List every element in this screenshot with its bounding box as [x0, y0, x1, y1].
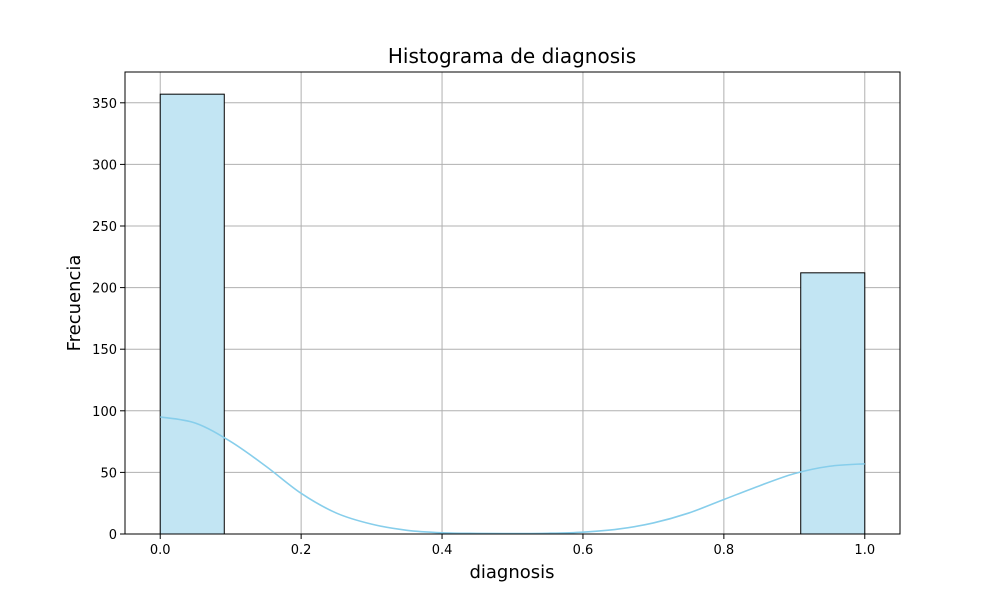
x-tick-label: 1.0 [854, 543, 875, 558]
y-tick-label: 50 [100, 466, 117, 481]
y-axis-ticks: 0 50 100 150 200 250 300 350 [92, 97, 125, 543]
y-tick-label: 350 [92, 97, 117, 112]
chart-title: Histograma de diagnosis [388, 44, 636, 68]
kde-curve-group [160, 416, 865, 535]
histogram-bar-10 [800, 272, 866, 535]
x-tick-label: 0.4 [432, 543, 453, 558]
y-axis-label: Frecuencia [64, 255, 85, 352]
kde-curve [160, 416, 865, 535]
x-axis-label: diagnosis [469, 562, 554, 583]
histogram-bar-0 [159, 93, 225, 535]
y-tick-label: 250 [92, 220, 117, 235]
x-axis-ticks: 0.0 0.2 0.4 0.6 0.8 1.0 [150, 534, 875, 558]
x-tick-label: 0.8 [714, 543, 735, 558]
y-tick-label: 200 [92, 282, 117, 297]
x-tick-label: 0.2 [291, 543, 312, 558]
y-tick-label: 150 [92, 343, 117, 358]
y-tick-label: 100 [92, 405, 117, 420]
grid-lines [125, 72, 900, 535]
y-tick-label: 0 [109, 528, 117, 543]
histogram-bars [159, 93, 866, 535]
x-tick-label: 0.0 [150, 543, 171, 558]
y-tick-label: 300 [92, 158, 117, 173]
x-tick-label: 0.6 [573, 543, 594, 558]
plot-frame [124, 71, 901, 535]
